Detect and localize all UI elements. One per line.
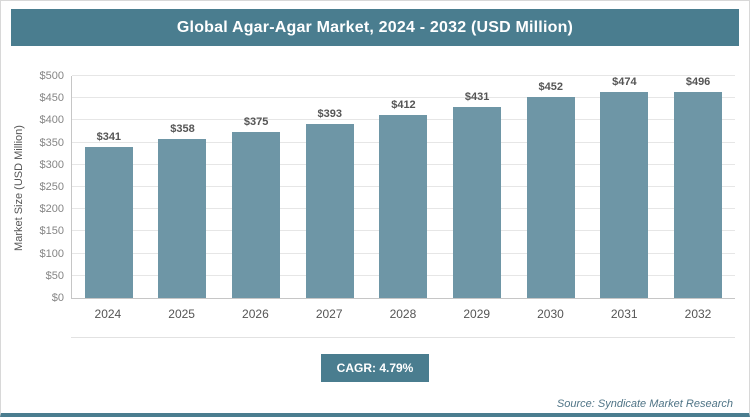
chart-region: Market Size (USD Million) $341 $358 $375 $3… [13, 70, 737, 338]
x-tick-label: 2028 [389, 307, 417, 321]
bar [305, 123, 354, 298]
chart-title: Global Agar-Agar Market, 2024 - 2032 (US… [176, 18, 574, 36]
x-tick-label: 2032 [684, 307, 712, 321]
bar [600, 92, 649, 298]
cagr-badge: CAGR: 4.79% [320, 354, 430, 382]
x-tick-label: 2029 [463, 307, 491, 321]
gridline [72, 75, 735, 76]
x-tick-label: 2025 [168, 307, 195, 321]
bar [84, 146, 133, 298]
chart-footer: CAGR: 4.79% Source: Syndicate Market Res… [1, 354, 749, 413]
gridline [72, 97, 735, 99]
bar-value-label: $358 [170, 123, 195, 136]
bar-value-label: $431 [464, 90, 490, 103]
bars-container: $341 $358 $375 $393 $412 $431 $452 $474 $496 [72, 76, 735, 298]
bar-value-label: $375 [243, 115, 269, 128]
bar-value-label: $474 [612, 76, 637, 88]
bar-column: $358 [158, 76, 207, 298]
y-tick-label: $400 [39, 114, 64, 127]
bar [379, 115, 428, 298]
y-tick-label: $50 [45, 269, 64, 282]
x-tick-label: 2024 [94, 307, 122, 321]
bar-column: $412 [379, 76, 428, 298]
cagr-label: CAGR: 4.79% [336, 361, 414, 375]
bar-column: $431 [453, 76, 502, 298]
y-tick-label: $500 [39, 70, 64, 82]
y-tick-label: $200 [39, 203, 64, 216]
bar-column: $341 [84, 76, 133, 298]
y-tick-label: $300 [39, 158, 64, 171]
x-tick-label: 2027 [315, 307, 343, 321]
x-tick-label: 2026 [242, 307, 269, 321]
bar-column: $496 [674, 76, 723, 298]
y-tick-label: $0 [51, 292, 64, 304]
bar [453, 106, 502, 298]
plot-area: $341 $358 $375 $393 $412 $431 $452 $474 $496 $0 $… [40, 70, 735, 304]
bar [674, 92, 723, 298]
bar [526, 97, 575, 298]
chart-title-bar: Global Agar-Agar Market, 2024 - 2032 (US… [11, 9, 739, 46]
y-tick-label: $350 [39, 136, 64, 149]
bar-value-label: $412 [391, 99, 416, 112]
y-tick-label: $100 [39, 247, 64, 260]
x-axis-labels: 2024 2025 2026 2027 2028 2029 2030 2031 2032 [71, 299, 735, 338]
bar [158, 139, 207, 298]
x-tick-label: 2031 [610, 307, 638, 321]
y-tick-label: $150 [39, 225, 64, 238]
y-tick-label: $250 [39, 181, 64, 193]
bar-column: $452 [526, 76, 575, 298]
bar-column: $375 [232, 76, 281, 298]
x-tick-label: 2030 [537, 307, 564, 321]
bar [232, 131, 281, 298]
bar-column: $393 [305, 76, 354, 298]
bar-column: $474 [600, 76, 649, 298]
bar-value-label: $452 [538, 81, 563, 94]
y-tick-label: $450 [39, 92, 64, 105]
bar-value-label: $341 [96, 130, 122, 143]
bar-value-label: $496 [685, 76, 711, 88]
bar-value-label: $393 [317, 107, 343, 120]
source-text: Source: Syndicate Market Research [556, 398, 733, 410]
plot-wrap: $341 $358 $375 $393 $412 $431 $452 $474 $496 $0 $… [40, 70, 735, 338]
